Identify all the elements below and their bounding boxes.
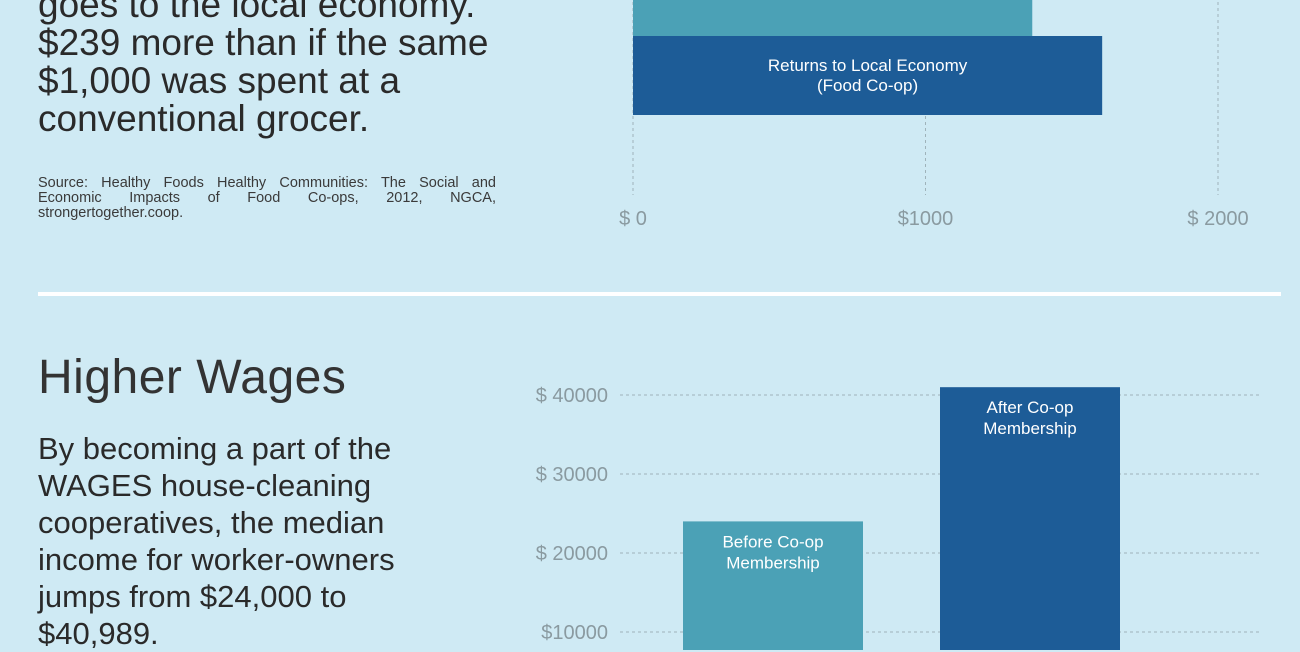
wages-line: cooperatives, the median [38,505,385,540]
lead-line: $1,000 was spent at a [38,60,401,101]
section-divider [38,292,1281,296]
wages-line: jumps from $24,000 to [38,579,347,614]
bar [633,36,1103,115]
local-economy-bar-chart: $ 0 $1000 $ 2000 Returns to Local Economy (F… [619,0,1249,230]
x-tick-label: $ 0 [619,208,647,230]
section-title-higher-wages: Higher Wages [38,351,347,404]
lead-line: $239 more than if the same [38,22,489,63]
y-tick-label: $ 20000 [536,543,608,565]
wages-line: $40,989. [38,616,159,651]
y-tick-label: $ 40000 [536,385,608,407]
y-tick-label: $10000 [541,622,608,644]
wages-line: income for worker-owners [38,542,395,577]
bar-label: After Co-op Membership [983,398,1077,438]
lead-line: conventional grocer. [38,98,370,139]
wages-line: By becoming a part of the [38,431,392,466]
source-citation: Source: Healthy Foods Healthy Communitie… [38,175,496,221]
wages-bar-chart: $10000 $ 20000 $ 30000 $ 40000 Before Co-op M… [536,385,1262,650]
local-economy-lead-text: goes to the local economy. $239 more tha… [38,0,508,138]
lead-line: goes to the local economy. [38,0,476,25]
wages-line: WAGES house-cleaning [38,468,372,503]
bar [683,521,863,650]
wages-body-text: By becoming a part of the WAGES house-cl… [38,430,488,652]
x-tick-label: $ 2000 [1187,208,1248,230]
bar [940,387,1120,650]
bar [633,0,1033,39]
bar-label: Before Co-op Membership [722,532,823,572]
bar-label: Returns to Local Economy (Food Co-op) [768,56,968,95]
y-tick-label: $ 30000 [536,464,608,486]
x-tick-label: $1000 [898,208,954,230]
